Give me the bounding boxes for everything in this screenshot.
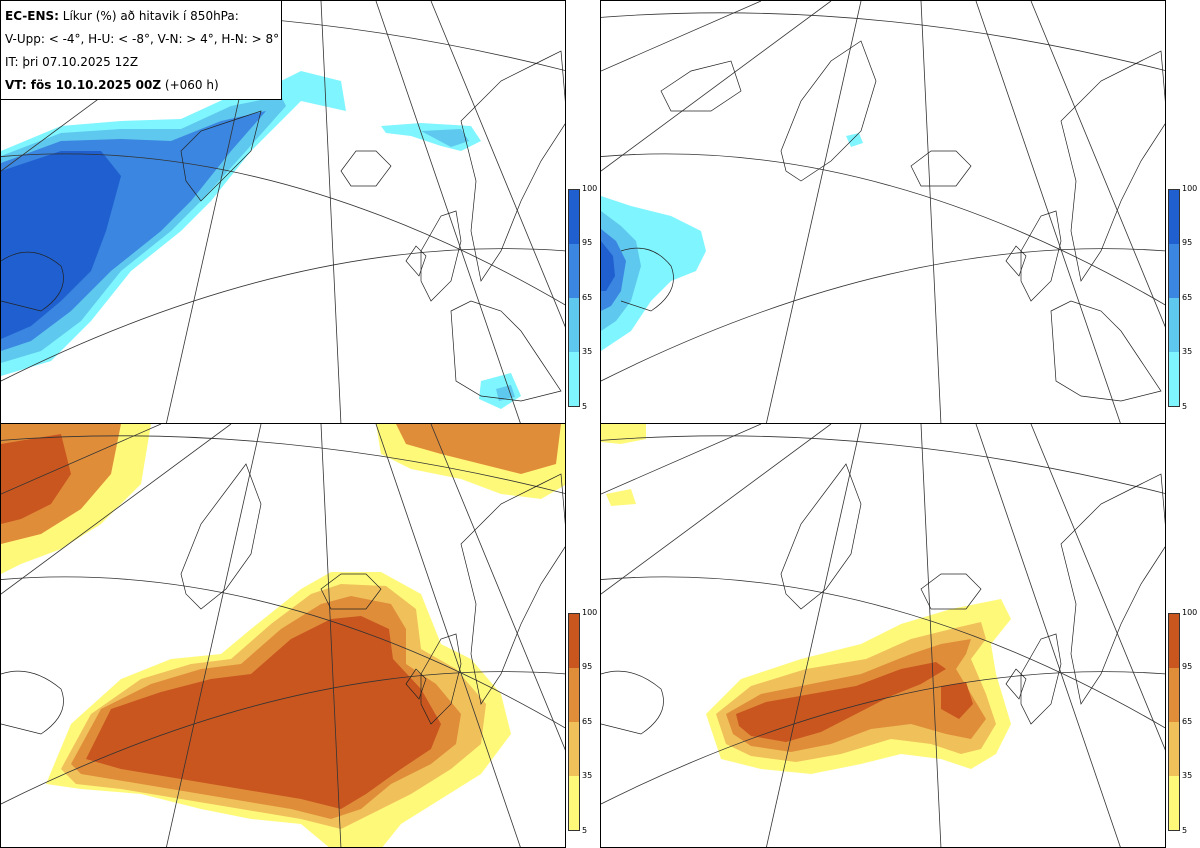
prob-field-southeast-core [496, 385, 515, 401]
colorbar-segment [1169, 190, 1179, 244]
tick-label: 5 [1182, 402, 1188, 411]
tick-label: 100 [1182, 608, 1198, 617]
prob-field-dark-east [941, 682, 973, 719]
coastlines [601, 463, 1165, 735]
tick-label: 35 [1182, 347, 1193, 356]
tick-label: 100 [582, 184, 598, 193]
colorbar-segment [569, 614, 579, 668]
tick-label: 65 [582, 717, 593, 726]
colorbar-segment [1169, 298, 1179, 352]
tick-label: 95 [582, 662, 593, 671]
tick-label: 35 [582, 771, 593, 780]
colorbar-segment [569, 298, 579, 352]
coastlines [1, 463, 565, 735]
colorbar-segment [569, 244, 579, 298]
colorbar-segment [569, 722, 579, 776]
coastlines [1, 50, 565, 402]
colorbar-segment [1169, 352, 1179, 406]
map-canvas-v-upp [1, 1, 565, 423]
map-panel-v-n [0, 423, 566, 848]
tick-label: 5 [582, 826, 588, 835]
graticule [601, 424, 1165, 847]
coastlines [620, 40, 1165, 402]
colorbar-segment [1169, 776, 1179, 830]
tick-label: 100 [1182, 184, 1198, 193]
colorbar-segment [569, 776, 579, 830]
prob-field-northwest [601, 424, 646, 444]
graticule [601, 1, 1165, 423]
prob-field-streak-2 [421, 129, 469, 147]
map-canvas-h-n [601, 424, 1165, 847]
colorbar-segment [1169, 614, 1179, 668]
map-panel-v-upp [0, 0, 566, 424]
colorbar-segment [569, 352, 579, 406]
prob-field-dark [1, 151, 121, 339]
map-canvas-v-n [1, 424, 565, 847]
prob-field-northeast-mid [396, 424, 561, 474]
prob-field-dark [86, 616, 441, 809]
map-info-box: EC-ENS: Líkur (%) að hitavik í 850hPa: V… [0, 0, 282, 100]
tick-label: 65 [1182, 293, 1193, 302]
map-canvas-h-u [601, 1, 1165, 423]
prob-field-speck [846, 133, 863, 147]
colorbar-segment [1169, 722, 1179, 776]
map-panel-h-u [600, 0, 1166, 424]
prob-field-dark [736, 662, 946, 742]
colorbar-segment [569, 668, 579, 722]
lead-time: (+060 h) [164, 78, 219, 92]
tick-label: 65 [582, 293, 593, 302]
colorbar-segment [569, 190, 579, 244]
categories-line: V-Upp: < -4°, H-U: < -8°, V-N: > 4°, H-N… [5, 32, 280, 46]
valid-time-line: VT: fös 10.10.2025 00Z (+060 h) [5, 74, 277, 97]
colorbar-segment [1169, 668, 1179, 722]
tick-label: 35 [1182, 771, 1193, 780]
title-text: Líkur (%) að hitavik í 850hPa: [62, 9, 239, 23]
tick-label: 95 [1182, 238, 1193, 247]
tick-label: 95 [1182, 662, 1193, 671]
map-panel-h-n [600, 423, 1166, 848]
tick-label: 5 [1182, 826, 1188, 835]
valid-time: VT: fös 10.10.2025 00Z [5, 78, 162, 92]
tick-label: 35 [582, 347, 593, 356]
tick-label: 5 [582, 402, 588, 411]
colorbar-segment [1169, 244, 1179, 298]
tick-label: 100 [582, 608, 598, 617]
prob-field-northwest-spot [606, 489, 636, 506]
tick-label: 65 [1182, 717, 1193, 726]
init-time: IT: þri 07.10.2025 12Z [5, 55, 139, 69]
tick-label: 95 [582, 238, 593, 247]
title-line: EC-ENS: Líkur (%) að hitavik í 850hPa: [5, 5, 277, 28]
prob-field-dark [601, 241, 615, 291]
model-label: EC-ENS: [5, 9, 59, 23]
